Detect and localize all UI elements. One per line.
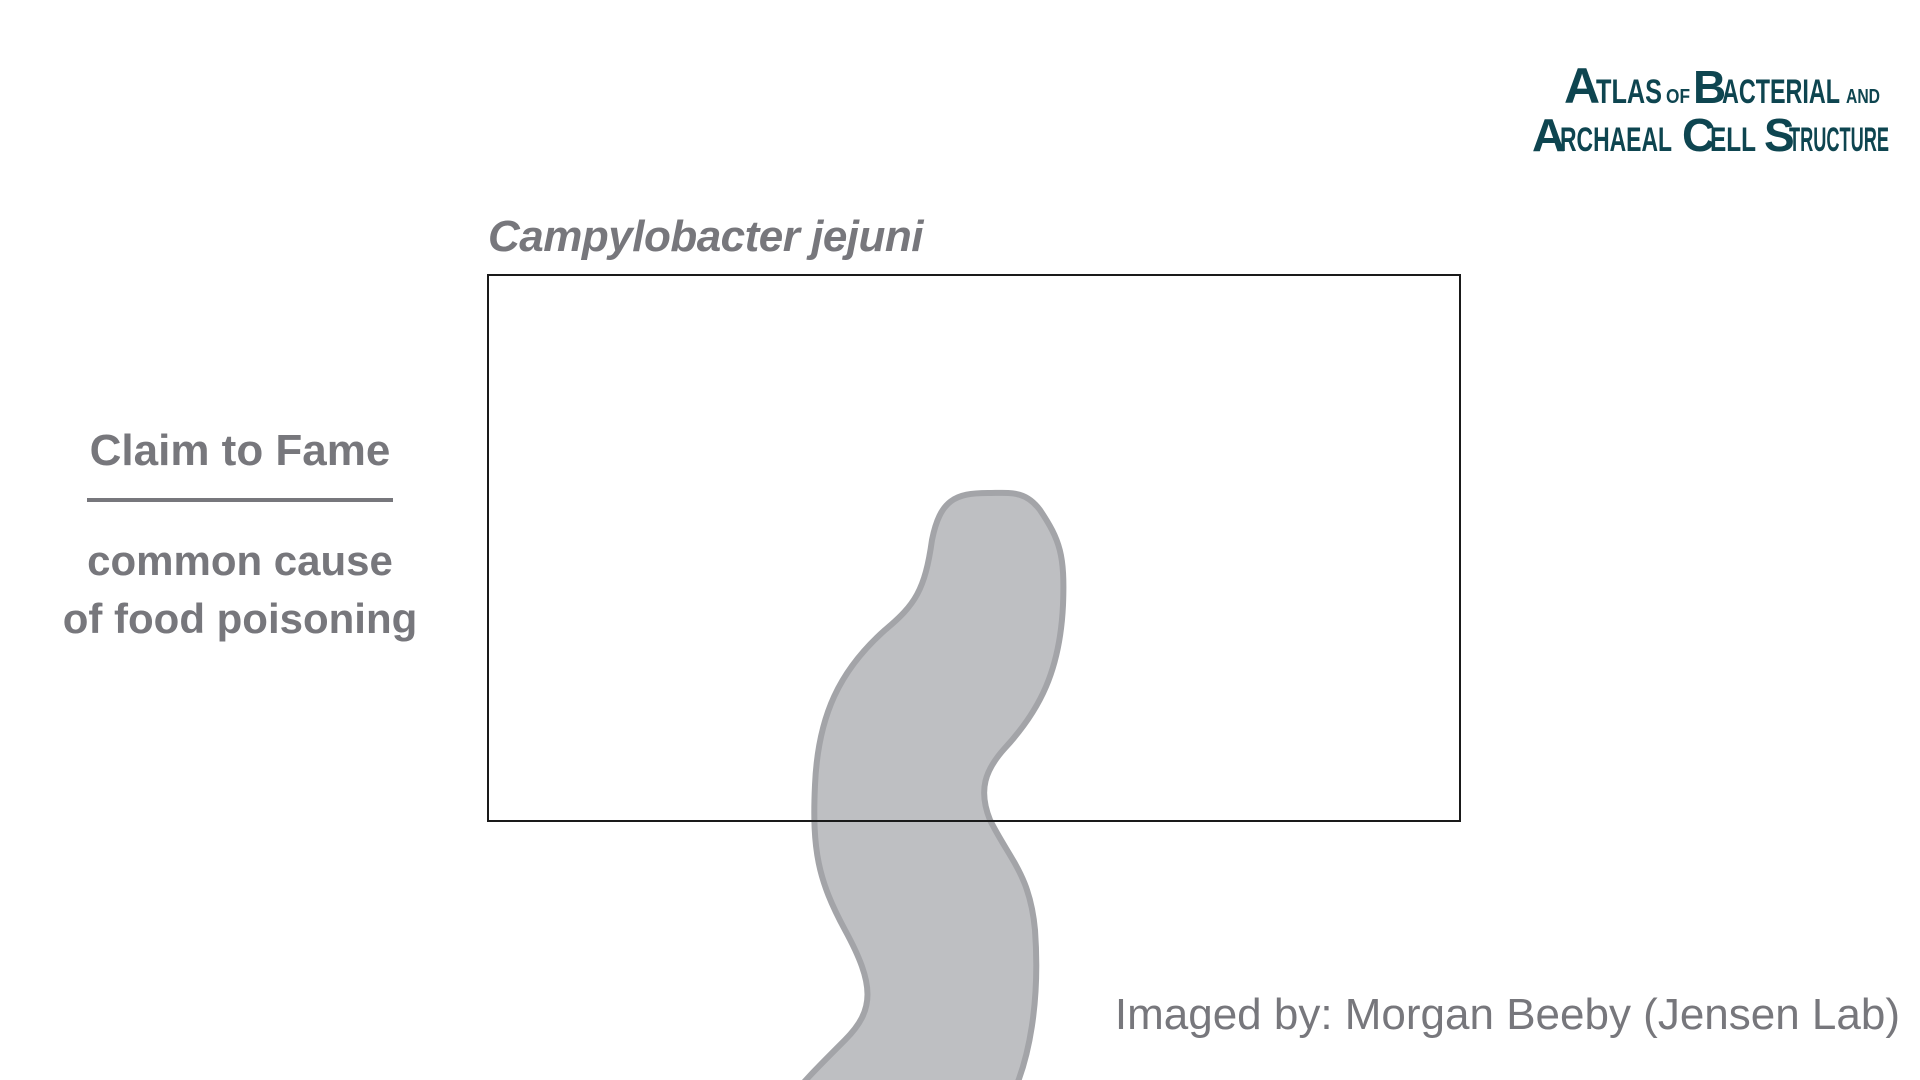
logo-big-c: C: [1682, 109, 1715, 161]
logo-big-s: S: [1764, 109, 1795, 161]
logo-ell: ELL: [1710, 121, 1756, 159]
logo-big-a: A: [1564, 58, 1600, 114]
logo-big-b: B: [1693, 61, 1726, 113]
claim-divider: [87, 497, 393, 502]
logo-acterial: ACTERIAL: [1722, 73, 1840, 111]
claim-line-1: common cause: [87, 536, 393, 584]
logo-tlas: TLAS: [1596, 73, 1662, 111]
logo-of: OF: [1666, 86, 1690, 108]
viewer-frame: [487, 274, 1461, 822]
specimen-title: Campylobacter jejuni: [488, 212, 924, 261]
atlas-logo: A TLAS OF B ACTERIAL AND A RCHAEAL C ELL…: [1530, 55, 1890, 167]
logo-rchaeal: RCHAEAL: [1560, 121, 1672, 159]
image-credit: Imaged by: Morgan Beeby (Jensen Lab): [1114, 990, 1900, 1039]
claim-line-2: of food poisoning: [62, 594, 418, 642]
claim-heading: Claim to Fame: [89, 426, 391, 475]
logo-and: AND: [1846, 86, 1880, 108]
claim-to-fame: Claim to Fame common cause of food poiso…: [40, 425, 440, 648]
logo-big-a2: A: [1532, 109, 1565, 161]
logo-tructure: TRUCTURE: [1789, 121, 1889, 159]
